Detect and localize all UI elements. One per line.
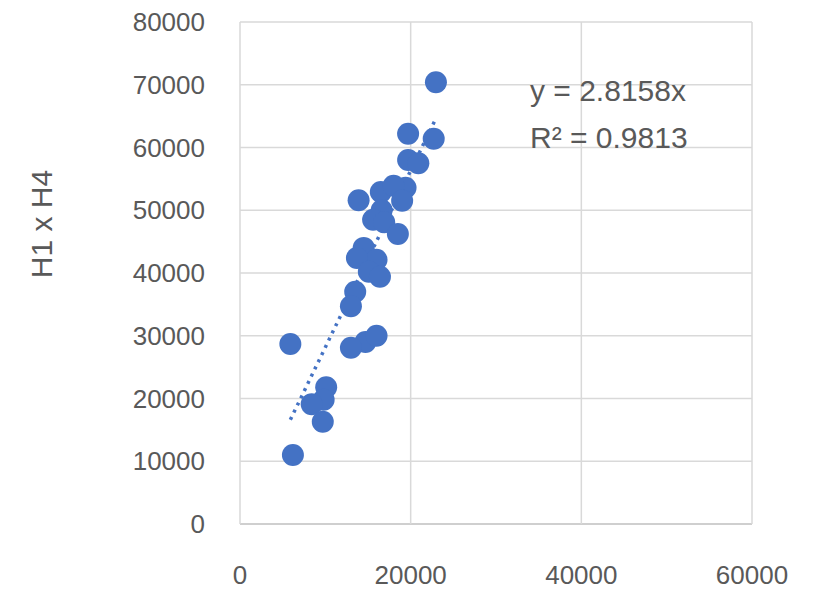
y-grid-line — [240, 21, 752, 23]
y-tick-label: 30000 — [133, 321, 205, 351]
point — [312, 411, 334, 433]
y-tick-label: 80000 — [133, 7, 205, 37]
y-tick-label: 50000 — [133, 195, 205, 225]
y-tick-label: 60000 — [133, 133, 205, 163]
x-grid-line — [751, 22, 753, 524]
chart: 0 10000 20000 30000 40000 50000 60000 70000 8000… — [0, 0, 827, 600]
point — [366, 325, 388, 347]
x-tick-label: 60000 — [716, 560, 788, 590]
y-axis-label: H1 x H4 — [25, 170, 58, 278]
y-tick-label: 40000 — [133, 258, 205, 288]
point — [387, 223, 409, 245]
point — [340, 295, 362, 317]
y-grid-line — [240, 461, 752, 463]
point — [348, 189, 370, 211]
point — [407, 152, 429, 174]
x-grid-line — [239, 22, 241, 524]
y-grid-line — [240, 335, 752, 337]
y-tick-label: 10000 — [133, 446, 205, 476]
point — [391, 190, 413, 212]
y-tick-label: 20000 — [133, 384, 205, 414]
point — [397, 123, 419, 145]
y-tick-label: 70000 — [133, 70, 205, 100]
point — [282, 444, 304, 466]
trendline — [290, 118, 436, 419]
annotation: y = 2.8158x — [530, 74, 686, 107]
point — [423, 128, 445, 150]
point — [340, 337, 362, 359]
x-tick-label: 40000 — [545, 560, 617, 590]
x-tick-label: 20000 — [375, 560, 447, 590]
point — [425, 71, 447, 93]
annotation: R² = 0.9813 — [530, 121, 688, 154]
x-tick-label: 0 — [233, 560, 247, 590]
point — [279, 333, 301, 355]
y-grid-line — [240, 272, 752, 274]
y-tick-label: 0 — [191, 509, 205, 539]
point — [369, 266, 391, 288]
plot-area — [279, 71, 447, 466]
y-grid-line — [240, 210, 752, 212]
y-grid-line — [240, 523, 752, 525]
x-grid-line — [410, 22, 412, 524]
